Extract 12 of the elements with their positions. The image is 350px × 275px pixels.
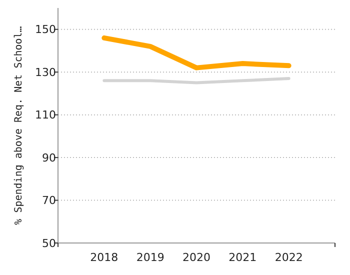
y-tick-label: 50: [42, 236, 56, 250]
x-tick-label: 2019: [136, 251, 164, 264]
x-tick-label: 2020: [182, 251, 210, 264]
y-tick-label: 70: [42, 194, 56, 208]
x-tick-label: 2018: [90, 251, 118, 264]
x-tick-label: 2022: [274, 251, 303, 264]
y-tick-label: 130: [35, 66, 56, 79]
x-tick-label: 2021: [228, 251, 257, 264]
y-tick-label: 110: [35, 108, 56, 122]
y-tick-label: 90: [42, 151, 56, 164]
y-tick-label: 150: [35, 23, 56, 36]
y-axis-title: % Spending above Req. Net School…: [14, 26, 24, 225]
